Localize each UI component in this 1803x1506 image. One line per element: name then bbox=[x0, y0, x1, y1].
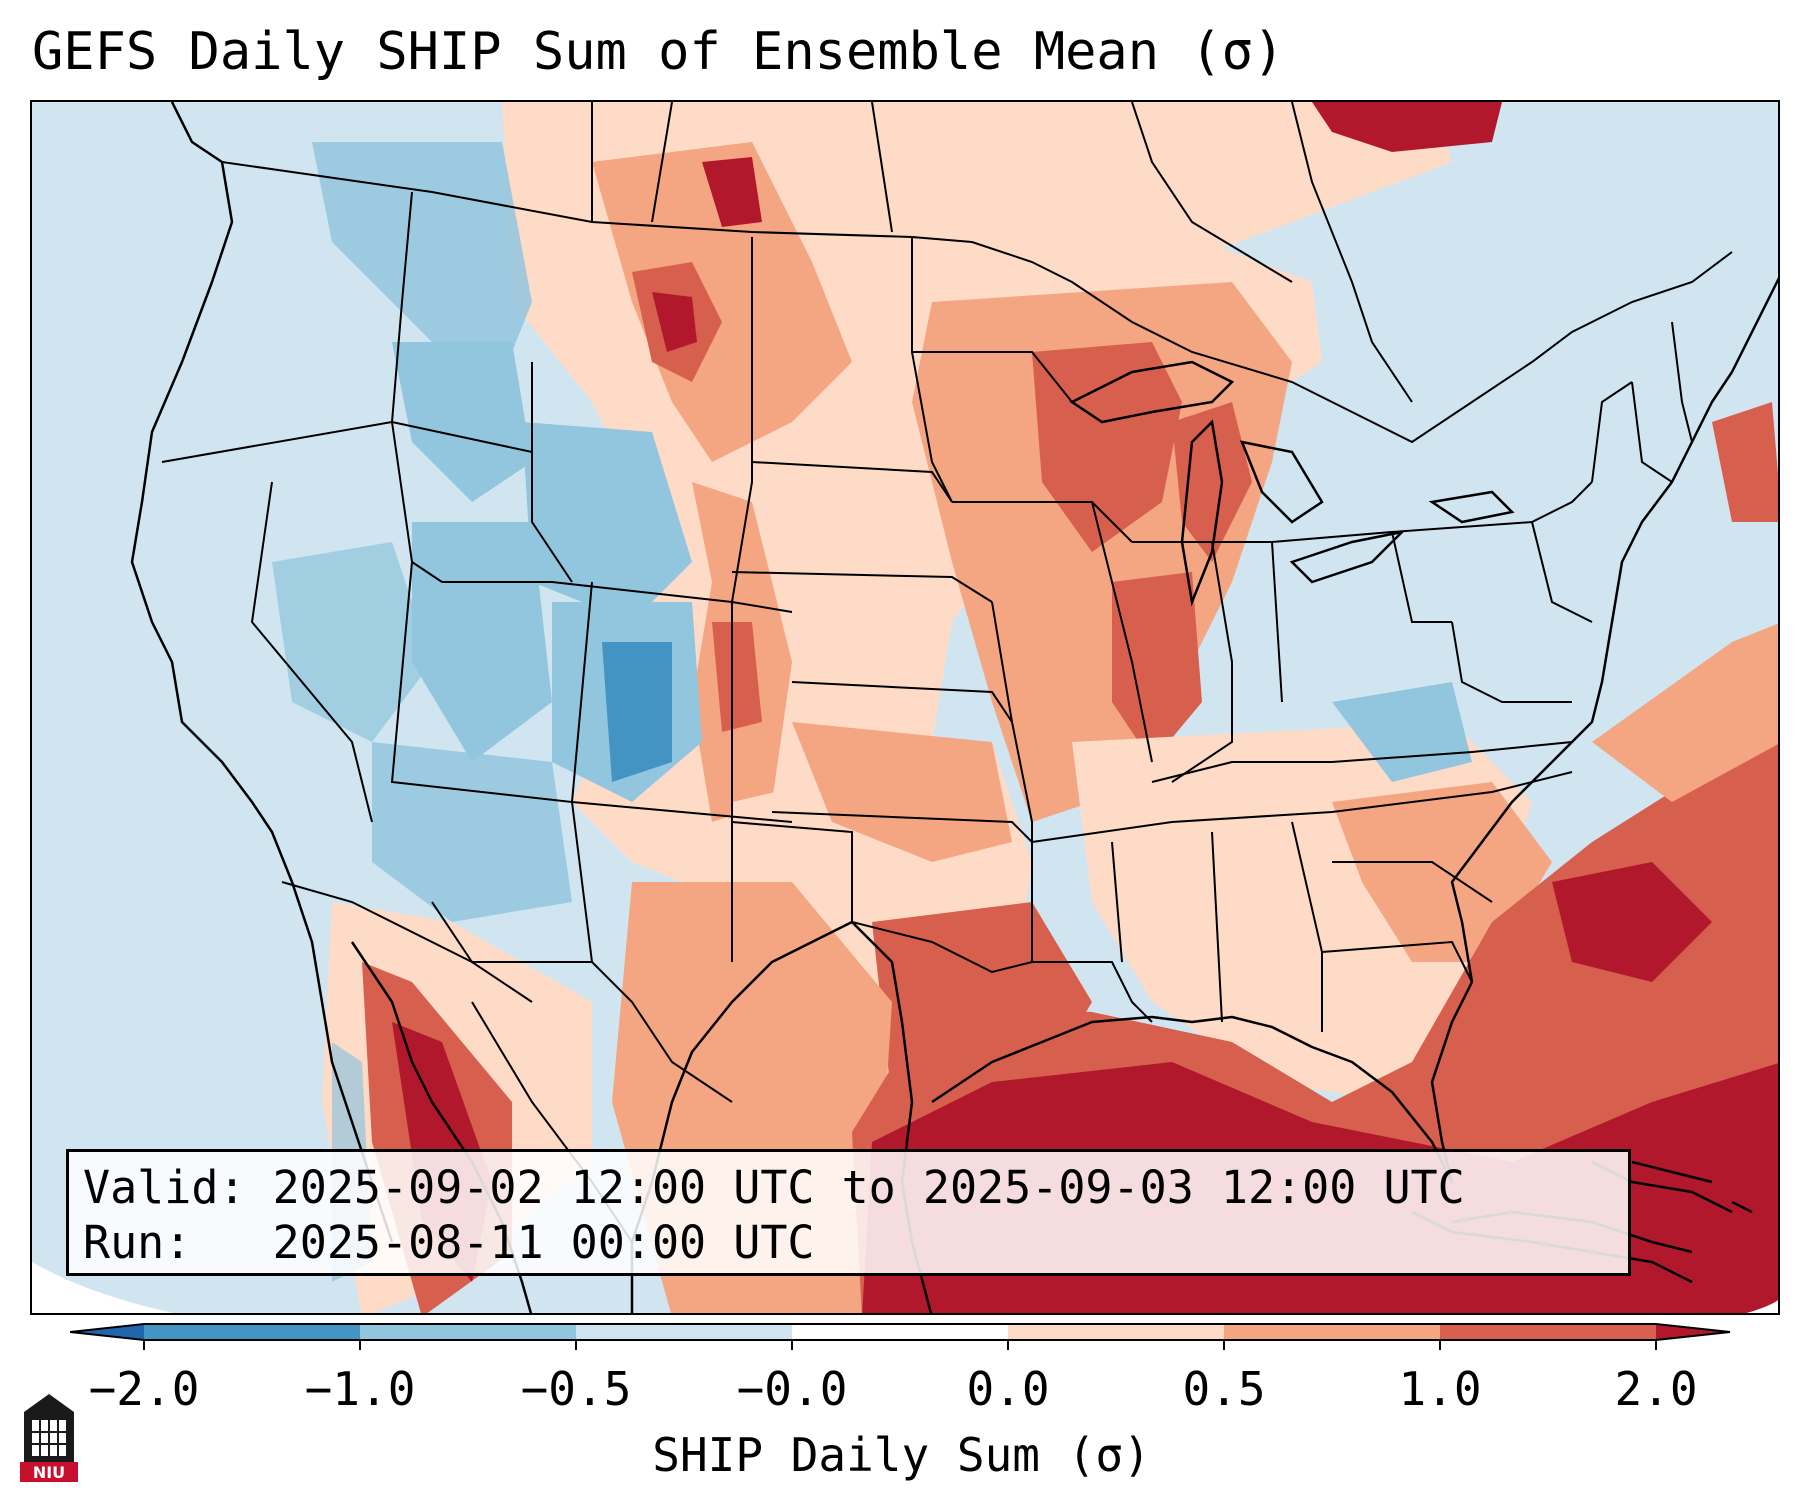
colorbar bbox=[70, 1323, 1731, 1350]
nevada-anomaly bbox=[272, 542, 432, 742]
colorbar-bin bbox=[144, 1324, 360, 1340]
niu-logo: NIU bbox=[20, 1394, 78, 1482]
colorbar-tick-label: −0.5 bbox=[520, 1362, 632, 1416]
colorbar-tick-label: −0.0 bbox=[736, 1362, 848, 1416]
colorbar-ticks bbox=[143, 1340, 1657, 1350]
colorbar-tick-label: −1.0 bbox=[304, 1362, 416, 1416]
valid-run-box: Valid: 2025-09-02 12:00 UTC to 2025-09-0… bbox=[66, 1149, 1631, 1276]
colorbar-bin bbox=[576, 1324, 792, 1340]
run-value: 2025-08-11 00:00 UTC bbox=[272, 1216, 815, 1269]
valid-label: Valid: bbox=[83, 1161, 246, 1214]
map-title: GEFS Daily SHIP Sum of Ensemble Mean (σ) bbox=[32, 22, 1285, 82]
valid-value: 2025-09-02 12:00 UTC to 2025-09-03 12:00… bbox=[272, 1161, 1465, 1214]
idaho-anomaly bbox=[392, 342, 532, 502]
new-england-anomaly bbox=[1712, 402, 1778, 522]
colorbar-bin bbox=[1008, 1324, 1224, 1340]
montana-peak-anomaly bbox=[652, 292, 697, 352]
montana-weak-anomaly bbox=[592, 142, 852, 462]
colorbar-extend-low bbox=[70, 1324, 144, 1340]
colorbar-label: SHIP Daily Sum (σ) bbox=[652, 1428, 1151, 1482]
pacific-northwest-anomaly bbox=[312, 142, 532, 402]
colorbar-extend-high bbox=[1656, 1324, 1730, 1340]
colorado-core-anomaly bbox=[602, 642, 672, 782]
montana-north-anomaly bbox=[702, 157, 762, 227]
colorbar-tick-label: 0.0 bbox=[966, 1362, 1050, 1416]
projection-edge-right bbox=[1746, 1300, 1778, 1313]
ohio-valley-anomaly bbox=[1332, 682, 1472, 782]
atlantic-weak-anomaly bbox=[1592, 623, 1778, 802]
carolinas-anomaly bbox=[1332, 782, 1552, 962]
colorbar-bin bbox=[1440, 1324, 1656, 1340]
run-label: Run: bbox=[83, 1216, 192, 1269]
colorbar-bin bbox=[792, 1324, 1008, 1340]
colorbar-bin bbox=[1224, 1324, 1440, 1340]
anomaly-field bbox=[32, 102, 1778, 1313]
colorbar-tick-label: 2.0 bbox=[1614, 1362, 1698, 1416]
state-borders bbox=[161, 102, 1733, 1243]
wisconsin-anomaly bbox=[1032, 342, 1182, 552]
colorbar-tick-label: −2.0 bbox=[88, 1362, 200, 1416]
projection-edge bbox=[32, 1262, 174, 1313]
colorbar-bins bbox=[70, 1324, 1730, 1340]
colorbar-bin bbox=[360, 1324, 576, 1340]
oklahoma-anomaly bbox=[792, 722, 1012, 862]
colorbar-tick-label: 1.0 bbox=[1398, 1362, 1482, 1416]
arizona-anomaly bbox=[372, 742, 572, 922]
logo-text: NIU bbox=[33, 1463, 65, 1482]
front-range-core-anomaly bbox=[712, 622, 762, 732]
map-panel bbox=[30, 100, 1780, 1315]
quebec-anomaly bbox=[1312, 102, 1502, 152]
illinois-anomaly bbox=[1112, 572, 1202, 762]
atlantic-core-anomaly bbox=[1552, 862, 1712, 982]
colorbar-tick-label: 0.5 bbox=[1182, 1362, 1266, 1416]
colorbar-outline bbox=[70, 1323, 1731, 1341]
